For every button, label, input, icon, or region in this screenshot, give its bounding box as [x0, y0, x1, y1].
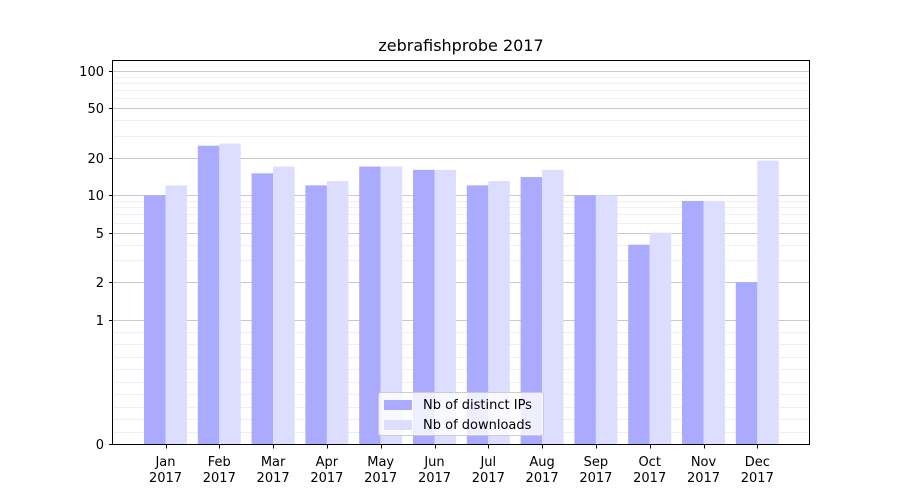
- bar-distinct-ips: [413, 169, 435, 444]
- x-tick-label-line: 2017: [579, 471, 612, 486]
- x-tick-label: Sep 2017: [579, 455, 612, 486]
- x-tick-label-line: Nov: [691, 455, 717, 470]
- x-tick-label-line: Sep: [584, 455, 609, 470]
- legend-label-ips: Nb of distinct IPs: [423, 397, 532, 413]
- bar-downloads: [542, 169, 564, 444]
- x-tick-label: Dec 2017: [741, 455, 774, 486]
- bar-distinct-ips: [682, 200, 704, 444]
- bar-downloads: [380, 166, 403, 444]
- y-tick-label: 2: [96, 276, 104, 291]
- bar-distinct-ips: [466, 185, 489, 444]
- bar-downloads: [273, 166, 295, 444]
- y-tick-label: 20: [87, 152, 104, 167]
- x-tick-label-line: Aug: [529, 455, 554, 470]
- legend-swatch-ips: [384, 400, 412, 410]
- x-tick-label-line: 2017: [364, 471, 397, 486]
- bar-distinct-ips: [735, 282, 758, 444]
- y-tick-label: 1: [96, 314, 104, 329]
- x-tick-label-line: May: [367, 455, 394, 470]
- x-tick-label: Mar 2017: [257, 455, 290, 486]
- bar-downloads: [434, 169, 456, 444]
- x-tick-label-line: Oct: [638, 455, 660, 470]
- x-tick-label-line: Feb: [208, 455, 231, 470]
- bar-distinct-ips: [359, 166, 381, 444]
- legend-item-ips: Nb of distinct IPs: [384, 396, 532, 414]
- legend-swatch-downloads: [384, 420, 412, 430]
- bar-downloads: [595, 195, 618, 444]
- bar-distinct-ips: [197, 145, 220, 444]
- bar-downloads: [703, 200, 725, 444]
- x-tick-label: Apr 2017: [310, 455, 343, 486]
- legend-label-downloads: Nb of downloads: [423, 417, 532, 433]
- x-tick-label-line: 2017: [633, 471, 666, 486]
- x-tick-label: Oct 2017: [633, 455, 666, 486]
- x-tick-label-line: 2017: [203, 471, 236, 486]
- bar-downloads: [488, 181, 510, 444]
- bar-downloads: [757, 160, 779, 444]
- bar-downloads: [165, 185, 187, 444]
- x-tick-label-line: 2017: [418, 471, 451, 486]
- x-tick-label: May 2017: [364, 455, 397, 486]
- x-tick-label: Aug 2017: [526, 455, 559, 486]
- x-tick-label-line: Dec: [745, 455, 770, 470]
- x-tick-label-line: Jun: [423, 455, 444, 470]
- x-tick-label: Nov 2017: [687, 455, 720, 486]
- x-tick-label-line: Jul: [479, 455, 496, 470]
- bar-distinct-ips: [574, 195, 596, 444]
- x-tick-label: Jul 2017: [472, 455, 505, 486]
- x-tick-label-line: 2017: [257, 471, 290, 486]
- y-tick-label: 100: [79, 65, 104, 80]
- x-tick-label-line: Jan: [154, 455, 175, 470]
- y-axis: 0 1 2 5 10 20 50 100: [79, 65, 113, 453]
- bar-distinct-ips: [251, 173, 274, 444]
- bar-distinct-ips: [305, 185, 327, 444]
- x-tick-label-line: 2017: [472, 471, 505, 486]
- x-tick-label-line: 2017: [526, 471, 559, 486]
- x-tick-label-line: 2017: [310, 471, 343, 486]
- legend: Nb of distinct IPs Nb of downloads: [378, 392, 544, 436]
- bar-distinct-ips: [628, 244, 650, 444]
- x-tick-label: Jan 2017: [149, 455, 182, 486]
- bar-downloads: [326, 181, 349, 444]
- bars: [144, 143, 779, 444]
- legend-item-downloads: Nb of downloads: [384, 416, 531, 434]
- bar-distinct-ips: [520, 177, 543, 444]
- bar-downloads: [649, 232, 672, 444]
- x-tick-label-line: Mar: [261, 455, 286, 470]
- x-tick-label-line: 2017: [149, 471, 182, 486]
- y-tick-label: 0: [96, 438, 104, 453]
- y-tick-label: 5: [96, 227, 104, 242]
- bar-distinct-ips: [144, 195, 166, 444]
- y-tick-label: 50: [87, 102, 104, 117]
- plot-frame: [112, 60, 810, 445]
- x-tick-label: Feb 2017: [203, 455, 236, 486]
- x-tick-label-line: 2017: [741, 471, 774, 486]
- x-tick-label: Jun 2017: [418, 455, 451, 486]
- bar-downloads: [219, 143, 241, 444]
- y-tick-label: 10: [87, 189, 104, 204]
- x-tick-label-line: 2017: [687, 471, 720, 486]
- x-tick-label-line: Apr: [316, 455, 339, 470]
- chart-title: zebrafishprobe 2017: [378, 36, 543, 55]
